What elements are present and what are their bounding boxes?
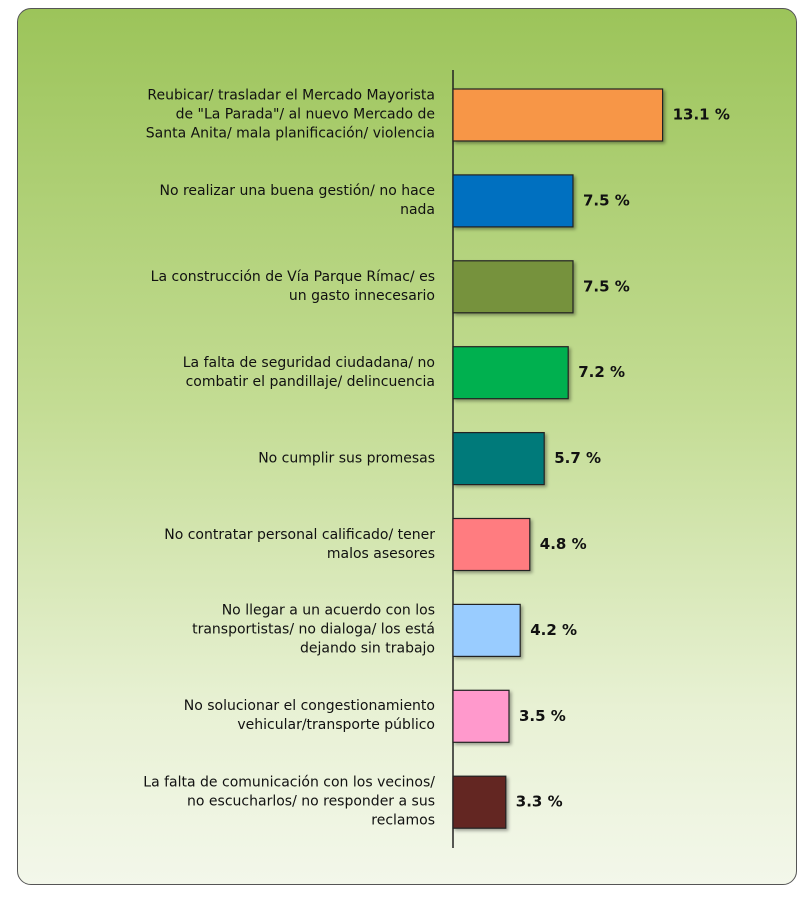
value-label: 3.3 %	[516, 793, 563, 811]
value-label: 13.1 %	[673, 106, 730, 124]
bar	[452, 432, 545, 486]
value-label: 7.2 %	[578, 363, 625, 381]
value-label: 7.5 %	[583, 277, 630, 295]
bar	[452, 603, 521, 658]
value-label: 3.5 %	[519, 707, 566, 725]
category-label: No realizar una buena gestión/ no hace n…	[159, 182, 435, 218]
value-label: 4.2 %	[530, 621, 577, 639]
value-label: 7.5 %	[583, 191, 630, 209]
value-label: 5.7 %	[554, 449, 601, 467]
value-label: 4.8 %	[540, 535, 587, 553]
category-label: No contratar personal calificado/ tener …	[164, 526, 435, 562]
bar	[452, 260, 574, 314]
bar	[452, 346, 569, 400]
category-label: Reubicar/ trasladar el Mercado Mayorista…	[145, 87, 435, 142]
bar	[452, 775, 507, 829]
bar	[452, 174, 574, 228]
category-label: No llegar a un acuerdo con los transport…	[192, 602, 435, 657]
category-label: No cumplir sus promesas	[258, 450, 435, 467]
bar	[452, 88, 664, 142]
bar	[452, 689, 510, 743]
category-label: No solucionar el congestionamiento vehic…	[183, 698, 435, 734]
category-label: La construcción de Vía Parque Rímac/ es …	[150, 268, 435, 304]
bar	[452, 517, 531, 572]
chart-panel	[17, 8, 797, 885]
category-label: La falta de comunicación con los vecinos…	[143, 774, 435, 829]
category-label: La falta de seguridad ciudadana/ no comb…	[182, 354, 435, 390]
